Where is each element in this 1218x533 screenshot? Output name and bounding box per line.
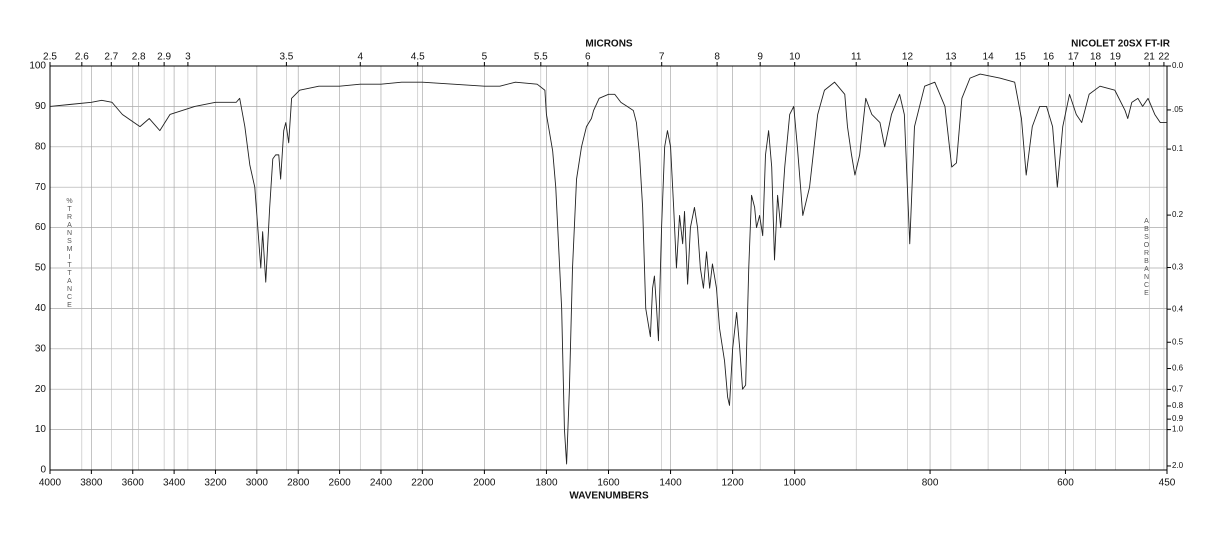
- x-tick-label: 3400: [163, 478, 186, 489]
- x-tick-label: 2400: [370, 478, 393, 489]
- x2-tick-label: 2.8: [132, 52, 146, 63]
- y2-axis-title: ABSORBANCE: [1143, 218, 1150, 298]
- y-tick-label: 70: [35, 182, 47, 193]
- x2-tick-label: 3.5: [279, 52, 293, 63]
- y-tick-label: 10: [35, 424, 47, 435]
- y2-tick-label: 0.0: [1172, 61, 1184, 70]
- y2-tick-label: 1.0: [1172, 425, 1184, 434]
- plot-frame: [49, 65, 1168, 471]
- x-tick-label: 450: [1159, 478, 1176, 489]
- x-tick-label: 2800: [287, 478, 310, 489]
- x2-tick-label: 15: [1015, 52, 1027, 63]
- y-axis-title: %TRANSMITTANCE: [66, 198, 73, 310]
- x-tick-label: 1600: [597, 478, 620, 489]
- y2-tick-label: 0.7: [1172, 385, 1184, 394]
- y-tick-label: 30: [35, 343, 47, 354]
- x2-tick-label: 2.6: [75, 52, 89, 63]
- x2-tick-label: 21: [1144, 52, 1156, 63]
- y-tick-label: 40: [35, 303, 47, 314]
- x-tick-label: 1400: [659, 478, 682, 489]
- y-tick-label: 60: [35, 222, 47, 233]
- x2-tick-label: 5: [482, 52, 488, 63]
- y-tick-label: 0: [40, 465, 46, 476]
- x2-tick-label: 13: [945, 52, 957, 63]
- x2-tick-label: 17: [1068, 52, 1080, 63]
- y-tick-label: 90: [35, 101, 47, 112]
- x2-tick-label: 10: [789, 52, 801, 63]
- x2-tick-label: 19: [1110, 52, 1122, 63]
- x-tick-label: 600: [1057, 478, 1074, 489]
- x-tick-label: 3000: [246, 478, 269, 489]
- x2-tick-label: 22: [1158, 52, 1170, 63]
- y-tick-label: 50: [35, 263, 47, 274]
- y2-tick-label: 0.3: [1172, 263, 1184, 272]
- x-tick-label: 3600: [122, 478, 145, 489]
- y-tick-label: 80: [35, 141, 47, 152]
- x-tick-label: 4000: [39, 478, 62, 489]
- x2-tick-label: 6: [585, 52, 591, 63]
- y2-tick-label: 2.0: [1172, 461, 1184, 470]
- x2-tick-label: 4.5: [411, 52, 425, 63]
- x2-tick-label: 2.5: [43, 52, 57, 63]
- y2-tick-label: 0.2: [1172, 210, 1184, 219]
- spectrum-line: [49, 73, 1167, 465]
- x2-tick-label: 7: [659, 52, 665, 63]
- y2-tick-label: 0.6: [1172, 364, 1184, 373]
- x-tick-label: 1000: [784, 478, 807, 489]
- instrument-label: NICOLET 20SX FT-IR: [1071, 39, 1171, 50]
- x2-tick-label: 8: [714, 52, 720, 63]
- y2-tick-label: 0.5: [1172, 337, 1184, 346]
- x2-tick-label: 4: [357, 52, 363, 63]
- x2-tick-label: 14: [983, 52, 995, 63]
- x-tick-label: 800: [922, 478, 939, 489]
- x-tick-label: 1800: [535, 478, 558, 489]
- x-tick-label: 3800: [80, 478, 103, 489]
- x2-tick-label: 18: [1090, 52, 1102, 63]
- x2-tick-label: 12: [902, 52, 914, 63]
- x-axis-title: WAVENUMBERS: [569, 491, 649, 502]
- y2-tick-label: .05: [1172, 105, 1184, 114]
- x-tick-label: 2200: [411, 478, 434, 489]
- x-tick-label: 3200: [204, 478, 227, 489]
- y2-tick-label: 0.4: [1172, 304, 1184, 313]
- y2-tick-label: 0.9: [1172, 414, 1184, 423]
- y2-tick-label: 0.8: [1172, 401, 1184, 410]
- x-tick-label: 2600: [328, 478, 351, 489]
- x2-axis-title: MICRONS: [585, 39, 633, 50]
- y-tick-label: 100: [29, 61, 46, 72]
- x2-tick-label: 9: [757, 52, 763, 63]
- x2-tick-label: 5.5: [534, 52, 548, 63]
- x2-tick-label: 2.9: [157, 52, 171, 63]
- x2-tick-label: 11: [851, 52, 862, 63]
- x-tick-label: 1200: [721, 478, 744, 489]
- x2-tick-label: 16: [1043, 52, 1055, 63]
- y-tick-label: 20: [35, 384, 47, 395]
- y2-tick-label: 0.1: [1172, 144, 1184, 153]
- x2-tick-label: 3: [185, 52, 191, 63]
- x-tick-label: 2000: [473, 478, 496, 489]
- x2-tick-label: 2.7: [104, 52, 118, 63]
